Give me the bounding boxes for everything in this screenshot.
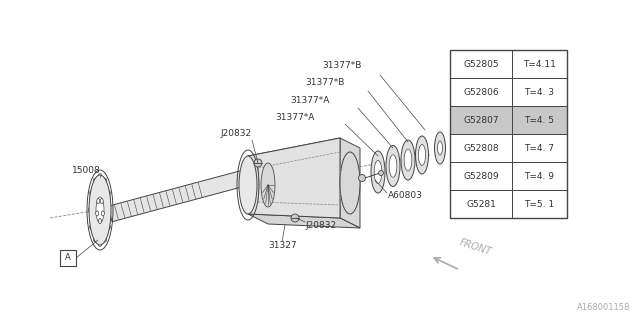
Ellipse shape (89, 175, 111, 245)
Ellipse shape (438, 141, 442, 155)
Text: J20832: J20832 (305, 220, 336, 229)
Text: T=4. 9: T=4. 9 (525, 172, 554, 180)
Text: T=4. 3: T=4. 3 (525, 87, 554, 97)
Ellipse shape (107, 190, 111, 196)
Ellipse shape (389, 155, 397, 177)
Ellipse shape (386, 146, 400, 187)
Ellipse shape (371, 151, 385, 193)
Bar (450, 134, 512, 162)
Ellipse shape (415, 136, 429, 174)
Ellipse shape (401, 140, 415, 180)
Ellipse shape (90, 190, 93, 196)
Ellipse shape (404, 149, 412, 171)
Ellipse shape (435, 132, 445, 164)
Ellipse shape (88, 207, 92, 212)
Ellipse shape (340, 152, 360, 214)
Text: G52806: G52806 (463, 87, 499, 97)
Text: G5281: G5281 (466, 199, 496, 209)
Ellipse shape (101, 211, 104, 216)
Ellipse shape (358, 174, 365, 181)
Ellipse shape (90, 225, 93, 229)
Text: G52807: G52807 (463, 116, 499, 124)
Ellipse shape (254, 159, 262, 167)
Polygon shape (248, 138, 340, 166)
Bar (450, 78, 512, 106)
Text: 31377*B: 31377*B (322, 60, 362, 69)
Text: A: A (65, 253, 71, 262)
Polygon shape (340, 138, 360, 228)
Text: 31327: 31327 (268, 241, 296, 250)
Bar (450, 190, 512, 218)
Bar (450, 50, 512, 78)
Bar (60, 250, 76, 266)
Text: T=4. 5: T=4. 5 (525, 116, 554, 124)
Text: T=4. 7: T=4. 7 (525, 143, 554, 153)
Text: 15008: 15008 (72, 165, 100, 174)
Ellipse shape (99, 242, 102, 246)
Bar (450, 134, 567, 162)
Ellipse shape (107, 225, 111, 229)
Bar (450, 106, 512, 134)
Ellipse shape (419, 145, 426, 165)
Text: G52808: G52808 (463, 143, 499, 153)
Text: J20832: J20832 (220, 129, 251, 138)
Text: 31377*A: 31377*A (290, 95, 330, 105)
Ellipse shape (93, 178, 97, 183)
Ellipse shape (261, 163, 275, 207)
Text: G52805: G52805 (463, 60, 499, 68)
Bar (450, 162, 567, 190)
Text: G52809: G52809 (463, 172, 499, 180)
Ellipse shape (97, 199, 100, 204)
Text: FRONT: FRONT (458, 237, 493, 257)
Bar (450, 78, 567, 106)
Ellipse shape (100, 199, 103, 204)
Bar (450, 190, 567, 218)
Bar (450, 50, 567, 78)
Text: T=4.11: T=4.11 (523, 60, 556, 68)
Text: T=5. 1: T=5. 1 (524, 199, 555, 209)
Bar (450, 50, 567, 218)
Text: A168001158: A168001158 (577, 303, 630, 312)
Ellipse shape (103, 237, 107, 242)
Bar (450, 162, 512, 190)
Ellipse shape (96, 197, 104, 223)
Ellipse shape (93, 237, 97, 242)
Ellipse shape (95, 211, 99, 216)
Polygon shape (248, 138, 340, 218)
Text: A60803: A60803 (388, 190, 423, 199)
Polygon shape (248, 214, 360, 228)
Ellipse shape (99, 219, 102, 223)
Ellipse shape (99, 173, 102, 179)
Ellipse shape (103, 178, 107, 183)
Ellipse shape (291, 214, 299, 222)
Bar (450, 106, 567, 134)
Text: 31377*A: 31377*A (275, 113, 314, 122)
Ellipse shape (374, 160, 382, 184)
Ellipse shape (239, 156, 257, 214)
Text: 31377*B: 31377*B (305, 77, 344, 86)
Ellipse shape (378, 171, 383, 175)
Polygon shape (108, 169, 250, 222)
Ellipse shape (108, 207, 112, 212)
